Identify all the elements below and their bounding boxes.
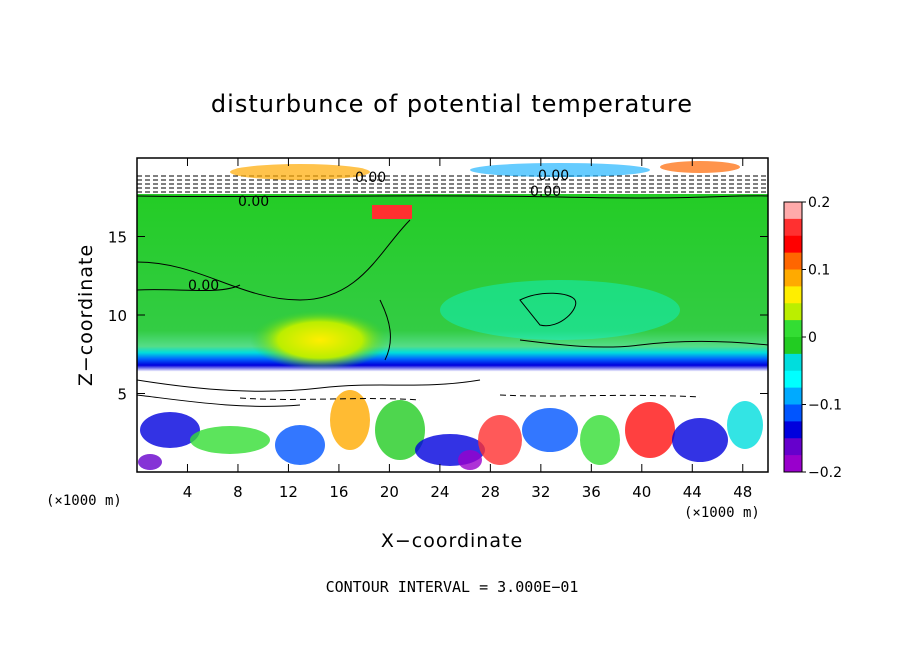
x-axis-label: X−coordinate: [381, 530, 523, 552]
colorbar: [783, 201, 803, 473]
dashed-contours: [239, 394, 701, 401]
colorbar-swatch: [784, 421, 802, 439]
colorbar-tick-label: 0: [808, 330, 817, 346]
x-tick-label: 4: [183, 483, 193, 501]
x-unit-left: (×1000 m): [46, 493, 122, 509]
colorbar-swatch: [784, 337, 802, 355]
contour-label: 0.00: [538, 168, 569, 184]
colorbar-swatch: [784, 269, 802, 287]
x-tick-label: 16: [329, 483, 348, 501]
colorbar-swatch: [784, 303, 802, 321]
plot-area: 0.00 0.00 0.00 0.00 0.00: [137, 158, 768, 472]
x-tick-label: 8: [233, 483, 243, 501]
colorbar-swatch: [784, 202, 802, 220]
y-axis: 5 10 15: [108, 229, 768, 404]
colorbar-swatch: [784, 320, 802, 338]
contour-interval-label: CONTOUR INTERVAL = 3.000E−01: [326, 578, 579, 596]
x-tick-label: 20: [380, 483, 399, 501]
x-tick-label: 48: [733, 483, 752, 501]
colorbar-swatch: [784, 235, 802, 254]
boundary-layer: [138, 390, 763, 470]
contour-lines: [137, 195, 768, 407]
x-tick-label: 12: [279, 483, 298, 501]
colorbar-swatch: [784, 286, 802, 304]
y-tick-label: 5: [117, 386, 127, 404]
colorbar-swatch: [784, 438, 802, 456]
y-tick-label: 10: [108, 307, 127, 325]
contour-label: 0.00: [238, 194, 269, 210]
contour-label: 0.00: [188, 278, 219, 294]
x-axis: 4 8 12 16 20 24 28 32 36 40 44 48: [183, 158, 752, 501]
colorbar-swatch: [784, 455, 802, 473]
chart-title: disturbunce of potential temperature: [211, 90, 693, 118]
colorbar-ticks: 0.2 0.1 0 −0.1 −0.2: [802, 195, 842, 481]
x-tick-label: 28: [481, 483, 500, 501]
y-axis-label: Z−coordinate: [75, 244, 97, 386]
colorbar-swatch: [784, 353, 802, 372]
warm-core: [250, 310, 390, 370]
colorbar-swatch: [784, 404, 802, 422]
colorbar-tick-label: −0.2: [808, 465, 842, 481]
contour-label: 0.00: [355, 170, 386, 186]
colorbar-tick-label: 0.2: [808, 195, 830, 211]
colorbar-swatch: [784, 252, 802, 270]
colorbar-swatch: [784, 218, 802, 237]
y-tick-label: 15: [108, 229, 127, 247]
x-tick-label: 24: [430, 483, 449, 501]
x-tick-label: 40: [632, 483, 651, 501]
x-unit-right: (×1000 m): [684, 505, 760, 521]
colorbar-swatch: [784, 387, 802, 405]
colorbar-tick-label: 0.1: [808, 263, 830, 279]
x-tick-label: 36: [582, 483, 601, 501]
x-tick-label: 44: [683, 483, 702, 501]
x-tick-label: 32: [531, 483, 550, 501]
contour-label: 0.00: [530, 184, 561, 200]
colorbar-tick-label: −0.1: [808, 398, 842, 414]
colorbar-swatch: [784, 370, 802, 389]
upper-band-colors: [230, 161, 740, 219]
